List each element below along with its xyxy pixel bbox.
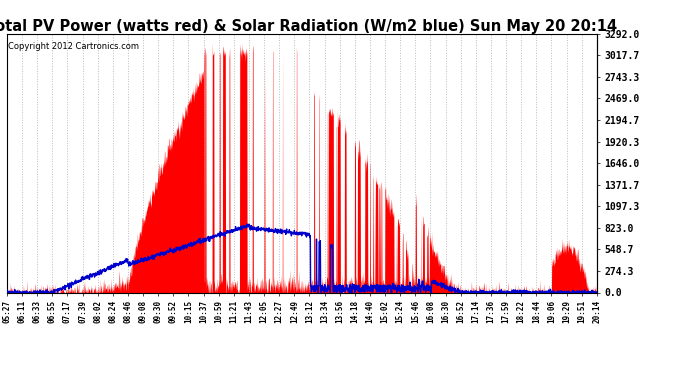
Title: Total PV Power (watts red) & Solar Radiation (W/m2 blue) Sun May 20 20:14: Total PV Power (watts red) & Solar Radia… — [0, 19, 617, 34]
Text: Copyright 2012 Cartronics.com: Copyright 2012 Cartronics.com — [8, 42, 139, 51]
